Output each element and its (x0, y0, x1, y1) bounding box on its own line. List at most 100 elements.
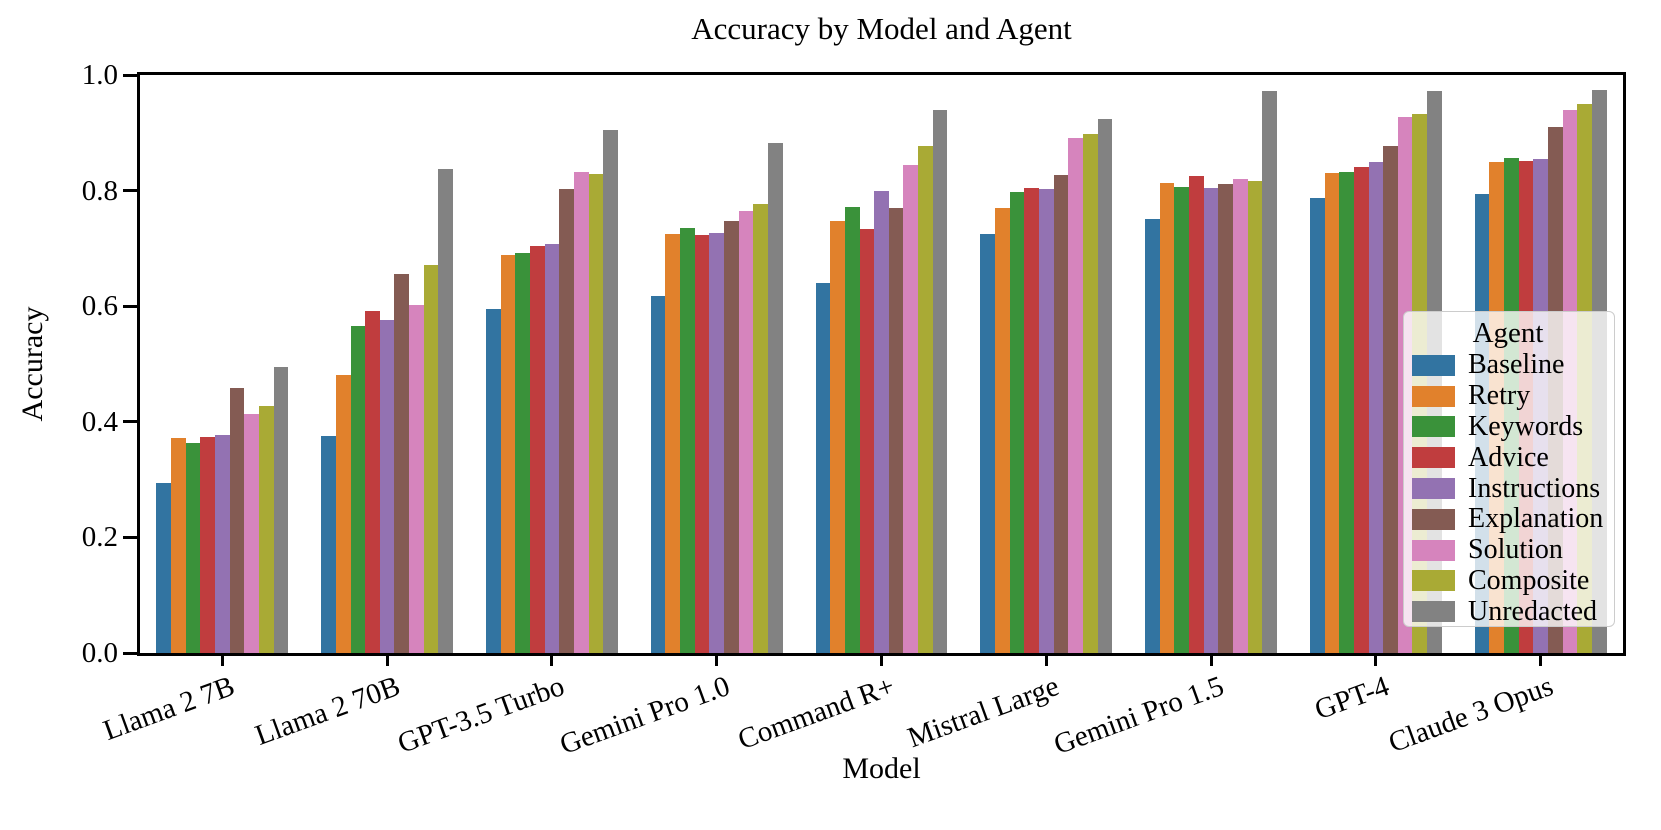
legend-item-explanation: Explanation (1412, 504, 1604, 535)
bar-explanation-8 (1383, 145, 1398, 653)
bar-retry-5 (830, 221, 845, 653)
bar-baseline-4 (650, 295, 666, 653)
x-tick-label: Llama 2 7B (99, 670, 240, 747)
bar-unredacted-1 (273, 366, 289, 653)
bar-unredacted-7 (1262, 90, 1277, 653)
y-tick-label: 0.0 (81, 637, 118, 669)
legend-swatch-explanation (1412, 508, 1455, 530)
bar-composite-1 (259, 406, 274, 653)
x-tick-mark (1374, 653, 1378, 666)
legend-swatch-instructions (1412, 478, 1455, 500)
bar-solution-5 (903, 164, 919, 653)
bar-composite-7 (1247, 181, 1263, 653)
legend-swatch-composite (1412, 570, 1455, 592)
bar-keywords-8 (1339, 171, 1354, 653)
legend: Agent Baseline Retry Keywords Advice Instruc… (1403, 311, 1615, 627)
legend-label: Retry (1468, 380, 1531, 412)
x-tick-label: GPT-4 (1310, 670, 1393, 727)
y-tick-label: 0.8 (81, 174, 118, 207)
bar-retry-6 (995, 207, 1010, 653)
bar-instructions-7 (1203, 188, 1219, 653)
x-tick-mark (880, 653, 883, 666)
bar-composite-4 (753, 204, 768, 653)
legend-label: Unredacted (1468, 595, 1598, 627)
bar-explanation-6 (1053, 175, 1069, 653)
bar-retry-7 (1159, 182, 1175, 653)
legend-item-instructions: Instructions (1412, 473, 1604, 504)
x-tick-mark (385, 653, 389, 666)
bar-instructions-8 (1368, 162, 1384, 653)
chart-title: Accuracy by Model and Agent (691, 11, 1072, 46)
bar-keywords-1 (185, 442, 201, 653)
y-tick-mark (123, 189, 137, 193)
x-tick-label: Llama 2 70B (250, 670, 405, 752)
legend-items: Baseline Retry Keywords Advice Instructions E… (1412, 350, 1604, 627)
bar-keywords-5 (844, 207, 860, 653)
bar-retry-8 (1324, 173, 1340, 653)
y-tick-label: 0.4 (81, 405, 118, 438)
y-tick-label: 0.6 (81, 290, 118, 323)
bar-baseline-8 (1309, 198, 1325, 653)
legend-label: Composite (1468, 564, 1590, 596)
bar-keywords-7 (1174, 186, 1190, 653)
legend-item-keywords: Keywords (1412, 410, 1604, 443)
bar-retry-3 (500, 255, 516, 653)
x-tick-label: Mistral Large (903, 670, 1064, 755)
legend-label: Solution (1468, 534, 1563, 566)
y-tick-mark (123, 420, 137, 424)
bar-explanation-5 (888, 207, 904, 653)
legend-swatch-baseline (1412, 354, 1455, 376)
bar-composite-2 (423, 264, 439, 653)
x-tick-mark (715, 653, 719, 666)
legend-label: Instructions (1468, 472, 1601, 504)
bar-advice-1 (200, 436, 216, 653)
bar-solution-2 (409, 305, 424, 653)
x-tick-mark (220, 653, 224, 666)
bar-solution-6 (1068, 138, 1083, 653)
bar-advice-3 (529, 245, 545, 653)
legend-label: Explanation (1468, 503, 1604, 535)
bar-baseline-1 (156, 482, 172, 653)
bar-retry-2 (335, 374, 351, 653)
y-tick-mark (123, 304, 137, 308)
bar-baseline-5 (815, 283, 831, 653)
bar-keywords-4 (680, 228, 695, 653)
y-tick-mark (123, 73, 137, 77)
bar-instructions-6 (1038, 189, 1054, 653)
y-tick-label: 0.2 (81, 521, 118, 554)
x-tick-mark (1044, 653, 1048, 666)
bar-composite-3 (588, 174, 604, 653)
bar-baseline-6 (980, 233, 995, 653)
legend-item-unredacted: Unredacted (1412, 596, 1604, 627)
bar-keywords-6 (1009, 192, 1025, 653)
bar-composite-5 (918, 146, 933, 653)
x-tick-label: Claude 3 Opus (1384, 670, 1558, 760)
bar-explanation-7 (1218, 183, 1234, 653)
bar-unredacted-6 (1097, 118, 1113, 653)
x-tick-label: GPT-3.5 Turbo (393, 670, 569, 760)
bar-instructions-2 (379, 320, 395, 653)
x-tick-mark (1539, 653, 1543, 666)
bar-explanation-3 (559, 189, 574, 653)
bar-retry-1 (171, 437, 186, 653)
bar-instructions-3 (544, 244, 560, 653)
bar-unredacted-2 (438, 168, 454, 653)
y-axis-label: Accuracy (16, 306, 49, 422)
y-tick-mark (123, 535, 137, 539)
bar-advice-8 (1353, 166, 1369, 653)
legend-label: Baseline (1468, 349, 1565, 381)
x-axis-label: Model (842, 752, 921, 785)
y-tick-mark (123, 651, 137, 655)
bar-instructions-4 (709, 232, 725, 653)
bar-solution-7 (1233, 179, 1248, 653)
legend-swatch-solution (1412, 539, 1455, 561)
bar-baseline-2 (321, 435, 336, 653)
legend-label: Keywords (1468, 410, 1584, 442)
bar-keywords-2 (350, 326, 366, 653)
bar-instructions-1 (215, 435, 230, 653)
legend-label: Advice (1468, 441, 1549, 473)
bar-advice-5 (859, 229, 875, 653)
bar-explanation-1 (229, 388, 245, 653)
bar-instructions-5 (874, 191, 889, 653)
legend-title: Agent (1472, 317, 1544, 349)
